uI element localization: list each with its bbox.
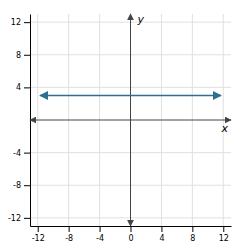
plot-area: [40, 95, 221, 96]
x-tick: 4: [159, 226, 164, 243]
y-tick-label: -12: [8, 214, 21, 223]
x-tick: -4: [96, 226, 104, 243]
x-axis-label: x: [220, 122, 228, 135]
origin-axes: [30, 14, 231, 226]
x-tick-label: -12: [32, 234, 45, 243]
y-tick-mark: [24, 87, 30, 88]
x-tick: -12: [32, 226, 45, 243]
y-tick: 8: [16, 51, 30, 60]
y-tick-mark: [24, 22, 30, 23]
x-tick-label: -8: [65, 234, 73, 243]
y-tick-mark: [24, 218, 30, 219]
grid: [30, 14, 231, 226]
x-tick: 12: [219, 226, 229, 243]
x-axis: -12 -8 -4 0 4 8 12: [31, 226, 232, 243]
y-tick-mark: [24, 153, 30, 154]
x-tick-label: -4: [96, 234, 104, 243]
x-tick-label: 0: [128, 234, 133, 243]
y-tick: -4: [13, 149, 30, 158]
x-tick-mark: [192, 226, 193, 232]
y-origin-axis: [130, 14, 131, 226]
axis-labels: xy: [137, 13, 229, 135]
x-tick-label: 12: [219, 234, 229, 243]
chart: -12-8-404812-12-8-44812xy: [0, 0, 243, 248]
x-tick-mark: [161, 226, 162, 232]
y-tick-label: -4: [13, 149, 21, 158]
x-tick-label: 8: [190, 234, 195, 243]
x-grid-line: [130, 14, 131, 226]
x-tick: 0: [128, 226, 133, 243]
x-tick-mark: [69, 226, 70, 232]
y-tick-label: 12: [11, 18, 21, 27]
y-axis-label: y: [137, 13, 145, 26]
x-tick-label: 4: [159, 234, 164, 243]
x-tick-mark: [131, 226, 132, 232]
y-axis: -12 -8 -4 4 8 12: [8, 15, 31, 227]
x-tick: 8: [190, 226, 195, 243]
x-tick-mark: [38, 226, 39, 232]
x-tick-mark: [223, 226, 224, 232]
y-tick-label: 4: [16, 83, 21, 92]
y-tick-mark: [24, 185, 30, 186]
y-tick: 12: [11, 18, 30, 27]
y-tick-label: 8: [16, 51, 21, 60]
x-tick: -8: [65, 226, 73, 243]
y-tick: -12: [8, 214, 30, 223]
series-line: [40, 95, 221, 97]
y-tick: 4: [16, 83, 30, 92]
y-tick-mark: [24, 55, 30, 56]
x-tick-mark: [100, 226, 101, 232]
y-tick-label: -8: [13, 181, 21, 190]
y-tick: -8: [13, 181, 30, 190]
